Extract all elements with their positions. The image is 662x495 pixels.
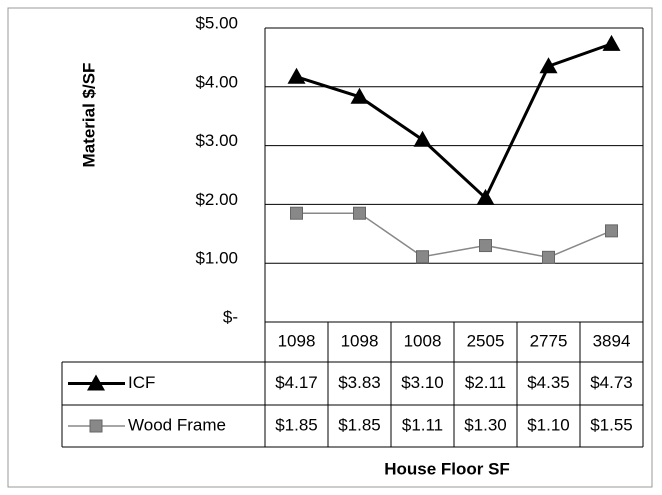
x-tick-label: 1098 [341, 331, 379, 350]
y-tick-label: $5.00 [195, 13, 238, 32]
marker [413, 130, 432, 147]
marker [416, 250, 429, 264]
marker [542, 250, 555, 264]
data-label: $4.17 [275, 373, 318, 392]
data-label: $1.85 [338, 415, 381, 434]
data-label: $1.10 [527, 415, 570, 434]
legend-label: Wood Frame [128, 415, 226, 434]
x-tick-label: 1008 [404, 331, 442, 350]
data-label: $3.10 [401, 373, 444, 392]
marker [605, 224, 618, 238]
marker [476, 188, 495, 205]
data-label: $4.73 [590, 373, 633, 392]
marker [350, 87, 369, 104]
y-tick-label: $3.00 [195, 131, 238, 150]
marker [479, 239, 492, 253]
marker [602, 34, 621, 51]
x-tick-label: 3894 [593, 331, 631, 350]
marker [353, 206, 366, 220]
y-tick-label: $4.00 [195, 72, 238, 91]
data-label: $2.11 [465, 373, 506, 392]
legend-marker [87, 374, 105, 391]
data-label: $1.85 [275, 415, 318, 434]
series-line [296, 212, 612, 259]
x-axis-label: House Floor SF [384, 459, 510, 478]
y-tick-label: $1.00 [195, 249, 238, 268]
y-tick-label: $- [223, 307, 238, 326]
series-line [296, 42, 613, 201]
marker [290, 206, 303, 220]
marker [287, 67, 306, 84]
x-tick-label: 1098 [278, 331, 316, 350]
data-label: $1.11 [402, 415, 443, 434]
data-label: $3.83 [338, 373, 381, 392]
data-label: $1.55 [590, 415, 633, 434]
y-tick-label: $2.00 [195, 190, 238, 209]
legend-label: ICF [128, 373, 155, 392]
y-axis-label: Material $/SF [79, 63, 98, 168]
x-tick-label: 2505 [467, 331, 505, 350]
data-label: $4.35 [527, 373, 570, 392]
x-tick-label: 2775 [530, 331, 568, 350]
legend-marker [89, 419, 103, 433]
data-label: $1.30 [464, 415, 507, 434]
marker [539, 57, 558, 74]
